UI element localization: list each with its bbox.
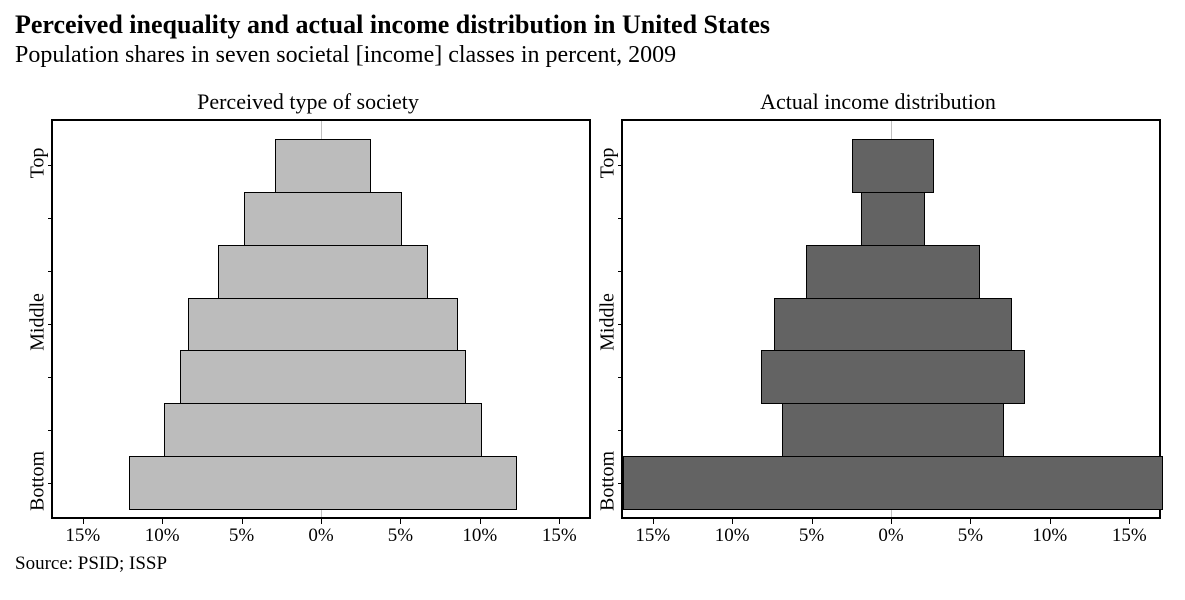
- x-tick: [653, 519, 654, 524]
- x-tick-label: 15%: [65, 525, 100, 547]
- pyramid-bar: [806, 245, 981, 299]
- x-tick: [242, 519, 243, 524]
- plot-area: [51, 119, 591, 519]
- y-tick: [48, 165, 53, 166]
- y-axis-label: Bottom: [27, 451, 50, 511]
- x-tick: [732, 519, 733, 524]
- y-tick: [48, 218, 53, 219]
- y-tick: [618, 324, 623, 325]
- pyramid-bar: [623, 456, 1163, 510]
- y-tick: [48, 271, 53, 272]
- plot-area: [621, 119, 1161, 519]
- pyramid-bar: [188, 298, 458, 352]
- pyramid-bar: [180, 350, 466, 404]
- x-tick: [559, 519, 560, 524]
- x-tick: [1050, 519, 1051, 524]
- x-tick-label: 10%: [145, 525, 180, 547]
- x-tick-label: 5%: [958, 525, 983, 547]
- pyramid-bar: [218, 245, 428, 299]
- x-tick-label: 15%: [635, 525, 670, 547]
- panel-0: Perceived type of society Top Middle Bottom…: [25, 89, 591, 549]
- panel-title: Perceived type of society: [25, 89, 591, 115]
- y-tick: [48, 377, 53, 378]
- x-tick-label: 10%: [462, 525, 497, 547]
- y-axis-label: Top: [27, 148, 50, 179]
- x-tick: [812, 519, 813, 524]
- pyramid-bar: [852, 139, 935, 193]
- pyramid-bar: [774, 298, 1012, 352]
- y-axis-label: Top: [597, 148, 620, 179]
- pyramid-bar: [164, 403, 482, 457]
- chart-subtitle: Population shares in seven societal [inc…: [15, 42, 1170, 69]
- pyramid-bar: [861, 192, 925, 246]
- y-tick: [618, 271, 623, 272]
- y-tick: [618, 218, 623, 219]
- x-tick-label: 5%: [799, 525, 824, 547]
- x-tick-label: 10%: [1032, 525, 1067, 547]
- x-tick: [83, 519, 84, 524]
- x-tick: [321, 519, 322, 524]
- pyramid-bar: [129, 456, 517, 510]
- chart-title: Perceived inequality and actual income d…: [15, 10, 1170, 40]
- x-axis: 15% 10% 5% 0% 5% 10% 15%: [51, 519, 591, 549]
- x-tick: [480, 519, 481, 524]
- pyramid-bar: [782, 403, 1004, 457]
- y-tick: [48, 483, 53, 484]
- panels-row: Perceived type of society Top Middle Bottom…: [25, 89, 1170, 549]
- y-axis-label: Bottom: [597, 451, 620, 511]
- y-tick: [48, 430, 53, 431]
- x-tick-label: 0%: [308, 525, 333, 547]
- y-tick: [618, 377, 623, 378]
- x-tick-label: 5%: [388, 525, 413, 547]
- x-tick: [400, 519, 401, 524]
- source-line: Source: PSID; ISSP: [15, 553, 1170, 575]
- x-tick: [970, 519, 971, 524]
- x-tick-label: 10%: [715, 525, 750, 547]
- panel-title: Actual income distribution: [595, 89, 1161, 115]
- x-tick: [162, 519, 163, 524]
- pyramid-bar: [275, 139, 370, 193]
- x-tick-label: 15%: [542, 525, 577, 547]
- pyramid-bar: [244, 192, 403, 246]
- pyramid-bar: [761, 350, 1025, 404]
- y-tick: [618, 165, 623, 166]
- x-tick-label: 5%: [229, 525, 254, 547]
- x-tick-label: 0%: [878, 525, 903, 547]
- panel-1: Actual income distribution Top Middle Botto…: [595, 89, 1161, 549]
- x-tick: [1129, 519, 1130, 524]
- y-axis-label: Middle: [597, 293, 620, 351]
- x-tick: [891, 519, 892, 524]
- y-axis-label: Middle: [27, 293, 50, 351]
- x-tick-label: 15%: [1112, 525, 1147, 547]
- y-tick: [48, 324, 53, 325]
- y-tick: [618, 430, 623, 431]
- x-axis: 15% 10% 5% 0% 5% 10% 15%: [621, 519, 1161, 549]
